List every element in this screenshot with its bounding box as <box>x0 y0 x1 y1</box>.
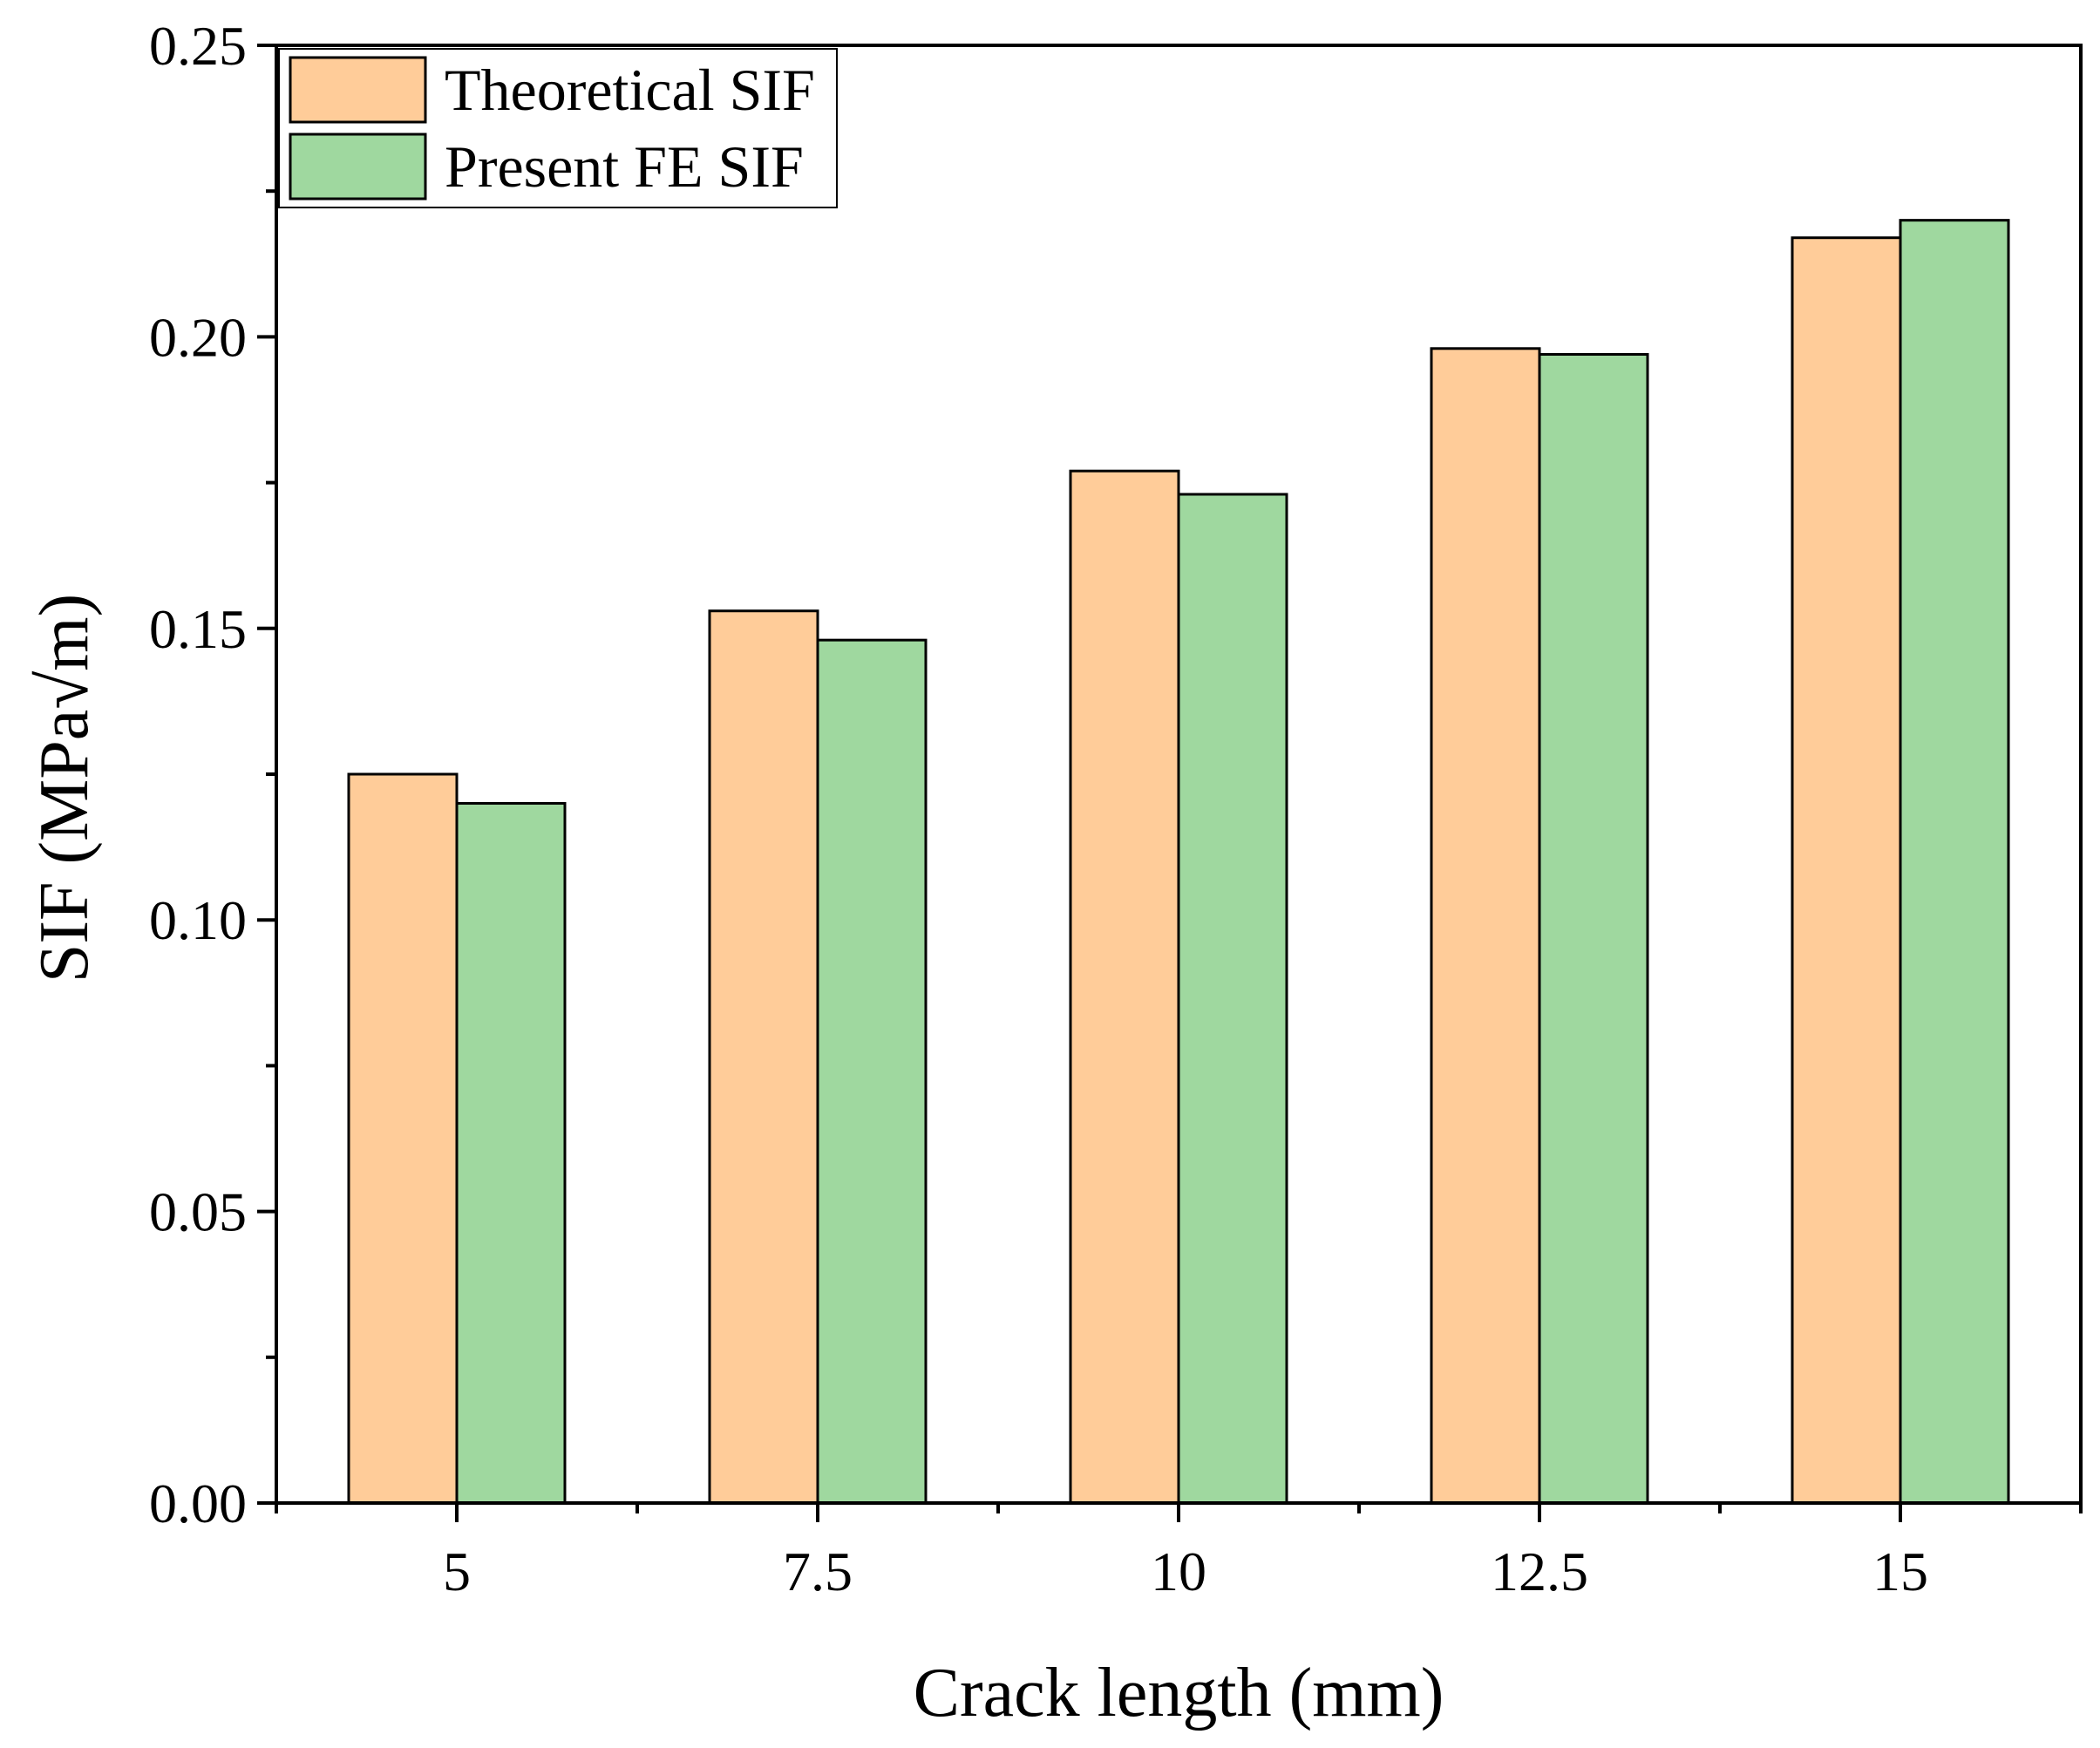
legend-label: Theoretical SIF <box>445 57 815 123</box>
x-axis-title: Crack length (mm) <box>914 1655 1444 1731</box>
bar-theoretical-sif-10 <box>1069 469 1180 1505</box>
legend: Theoretical SIF Present FE SIF <box>278 48 838 208</box>
bar-theoretical-sif-5 <box>347 772 459 1505</box>
legend-swatch <box>289 133 427 201</box>
x-tick-label: 15 <box>1872 1541 1928 1602</box>
y-axis-title: SIF (MPa√m) <box>26 594 103 983</box>
x-tick-label: 12.5 <box>1491 1541 1588 1602</box>
x-tick-label: 5 <box>443 1541 471 1602</box>
x-tick-label: 7.5 <box>783 1541 853 1602</box>
y-tick-label: 0.15 <box>149 598 247 660</box>
y-tick-label: 0.10 <box>149 889 247 951</box>
axes-layer: 0.00 0.05 0.10 0.15 0.20 0.25 5 7.5 10 12.5 15 <box>149 15 2083 1602</box>
bars-layer <box>347 219 2010 1505</box>
bar-theoretical-sif-7.5 <box>708 609 819 1505</box>
bar-theoretical-sif-15 <box>1791 236 1902 1505</box>
y-tick-label: 0.20 <box>149 306 247 368</box>
y-tick-label: 0.00 <box>149 1473 247 1534</box>
bar-theoretical-sif-12.5 <box>1430 347 1541 1505</box>
y-tick-label: 0.25 <box>149 15 247 77</box>
legend-label: Present FE SIF <box>445 133 804 200</box>
bar-present-fe-sif-10 <box>1177 493 1288 1505</box>
bar-present-fe-sif-15 <box>1899 219 2010 1505</box>
y-tick-label: 0.05 <box>149 1181 247 1243</box>
legend-swatch <box>289 56 427 124</box>
bar-present-fe-sif-12.5 <box>1538 352 1649 1505</box>
bar-present-fe-sif-7.5 <box>816 638 928 1505</box>
bar-present-fe-sif-5 <box>455 801 567 1505</box>
x-tick-label: 10 <box>1151 1541 1206 1602</box>
